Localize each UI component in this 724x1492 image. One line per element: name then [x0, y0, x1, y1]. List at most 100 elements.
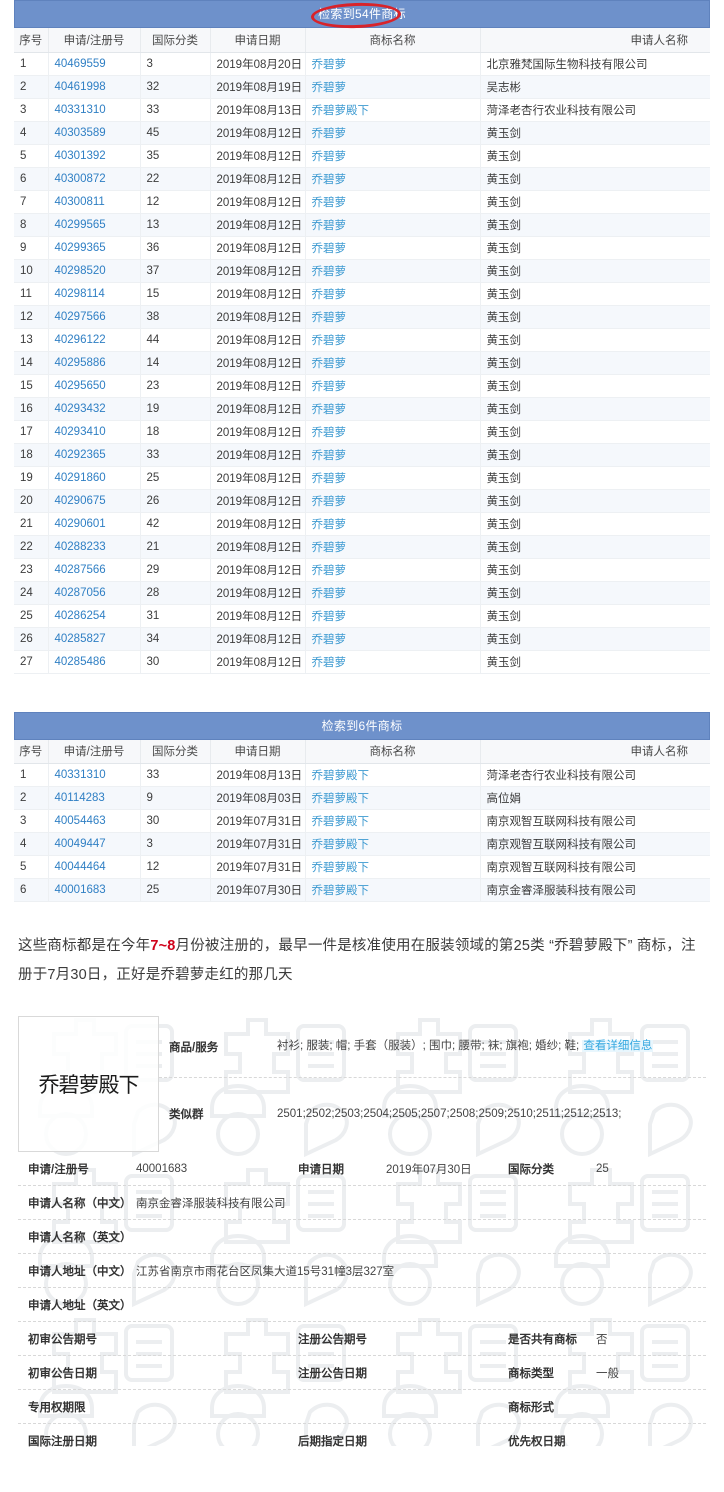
regno-link[interactable]: 40001683	[54, 884, 106, 896]
regno-link[interactable]: 40291860	[54, 471, 106, 484]
regno-link[interactable]: 40303589	[54, 126, 106, 139]
regno-link[interactable]: 40299365	[54, 241, 106, 254]
view-details-link[interactable]: 查看详细信息	[582, 1039, 654, 1052]
cell-appdate: 2019年08月13日	[210, 763, 306, 787]
regno-link[interactable]: 40469559	[54, 57, 106, 70]
regno-link[interactable]: 40331310	[54, 769, 106, 781]
cell-regno: 40291860	[48, 466, 141, 490]
table-row: 7 40300811 12 2019年08月12日 乔碧萝 黄玉剑	[14, 190, 710, 214]
trademark-detail-card: 乔碧萝殿下 商品/服务 衬衫; 服装; 帽; 手套（服装）; 围巾; 腰带; 袜…	[18, 1016, 706, 1466]
cell-applicant: 黄玉剑	[480, 627, 710, 651]
trademark-name-link[interactable]: 乔碧萝	[311, 311, 347, 324]
trademark-name-link[interactable]: 乔碧萝	[311, 196, 347, 209]
trademark-name-link[interactable]: 乔碧萝	[311, 219, 347, 232]
trademark-name-link[interactable]: 乔碧萝	[311, 449, 347, 462]
trademark-name-link[interactable]: 乔碧萝	[311, 426, 347, 439]
cell-applicant: 南京观智互联网科技有限公司	[480, 855, 710, 879]
trademark-name-link[interactable]: 乔碧萝殿下	[311, 862, 370, 874]
regno-link[interactable]: 40298520	[54, 264, 106, 277]
trademark-name-link[interactable]: 乔碧萝殿下	[311, 816, 370, 828]
trademark-name-link[interactable]: 乔碧萝	[311, 127, 347, 140]
narrative-part-1: 这些商标都是在今年	[18, 938, 151, 954]
trademark-name-link[interactable]: 乔碧萝	[311, 334, 347, 347]
trademark-name-link[interactable]: 乔碧萝殿下	[311, 793, 370, 805]
regno-link[interactable]: 40296122	[54, 333, 106, 346]
cell-index: 6	[14, 878, 49, 902]
trademark-name-link[interactable]: 乔碧萝	[311, 242, 347, 255]
cell-applicant: 黄玉剑	[480, 397, 710, 421]
table-row: 4 40049447 3 2019年07月31日 乔碧萝殿下 南京观智互联网科技有限公司	[14, 832, 710, 856]
trademark-name-link[interactable]: 乔碧萝	[311, 173, 347, 186]
regno-link[interactable]: 40299565	[54, 218, 106, 231]
regno-link[interactable]: 40287566	[54, 563, 106, 576]
table-row: 1 40331310 33 2019年08月13日 乔碧萝殿下 菏泽老杏行农业科技有限公司	[14, 763, 710, 787]
regno-link[interactable]: 40288233	[54, 540, 106, 553]
regno-link[interactable]: 40292365	[54, 448, 106, 461]
cell-appdate: 2019年08月20日	[210, 52, 306, 76]
regno-link[interactable]: 40295886	[54, 356, 106, 369]
trademark-name-link[interactable]: 乔碧萝	[311, 357, 347, 370]
cell-regno: 40292365	[48, 443, 141, 467]
regno-link[interactable]: 40297566	[54, 310, 106, 323]
regno-link[interactable]: 40300872	[54, 172, 106, 185]
trademark-name-link[interactable]: 乔碧萝	[311, 633, 347, 646]
cell-index: 8	[14, 213, 49, 237]
regno-link[interactable]: 40285827	[54, 632, 106, 645]
cell-appdate: 2019年07月31日	[210, 809, 306, 833]
regno-link[interactable]: 40285486	[54, 655, 106, 668]
col-header-regno: 申请/注册号	[48, 28, 141, 53]
trademark-name-link[interactable]: 乔碧萝	[311, 403, 347, 416]
cell-class: 30	[140, 650, 211, 674]
regno-link[interactable]: 40049447	[54, 838, 106, 850]
cell-applicant: 黄玉剑	[480, 581, 710, 605]
is-shared-value: 否	[596, 1333, 608, 1346]
regno-link[interactable]: 40301392	[54, 149, 106, 162]
cell-tmname: 乔碧萝	[305, 650, 481, 674]
table-row: 6 40300872 22 2019年08月12日 乔碧萝 黄玉剑	[14, 167, 710, 191]
trademark-name-link[interactable]: 乔碧萝	[311, 472, 347, 485]
regno-link[interactable]: 40287056	[54, 586, 106, 599]
trademark-name-link[interactable]: 乔碧萝	[311, 610, 347, 623]
regno-link[interactable]: 40331310	[54, 103, 106, 116]
regno-link[interactable]: 40298114	[54, 287, 105, 300]
trademark-name-link[interactable]: 乔碧萝	[311, 380, 347, 393]
regno-link[interactable]: 40114283	[54, 792, 105, 804]
regno-link[interactable]: 40295650	[54, 379, 106, 392]
regno-link[interactable]: 40290601	[54, 517, 106, 530]
regno-link[interactable]: 40293432	[54, 402, 106, 415]
trademark-name-link[interactable]: 乔碧萝	[311, 541, 347, 554]
trademark-name-link[interactable]: 乔碧萝	[311, 81, 347, 94]
cell-appdate: 2019年08月12日	[210, 604, 306, 628]
trademark-name-link[interactable]: 乔碧萝	[311, 656, 347, 669]
cell-regno: 40300872	[48, 167, 141, 191]
trademark-name-link[interactable]: 乔碧萝	[311, 495, 347, 508]
cell-tmname: 乔碧萝	[305, 627, 481, 651]
regno-link[interactable]: 40290675	[54, 494, 106, 507]
trademark-name-link[interactable]: 乔碧萝	[311, 150, 347, 163]
trademark-name-link[interactable]: 乔碧萝殿下	[311, 839, 370, 851]
regno-link[interactable]: 40286254	[54, 609, 106, 622]
table-row: 13 40296122 44 2019年08月12日 乔碧萝 黄玉剑	[14, 328, 710, 352]
trademark-name-link[interactable]: 乔碧萝	[311, 288, 347, 301]
cell-applicant: 黄玉剑	[480, 144, 710, 168]
regno-link[interactable]: 40044464	[54, 861, 106, 873]
trademark-name-link[interactable]: 乔碧萝	[311, 58, 347, 71]
regno-link[interactable]: 40300811	[54, 195, 105, 208]
applicant-cn-label: 申请人名称（中文）	[28, 1197, 132, 1210]
regno-link[interactable]: 40054463	[54, 815, 106, 827]
trademark-name-link[interactable]: 乔碧萝	[311, 587, 347, 600]
trademark-name-link[interactable]: 乔碧萝殿下	[311, 885, 370, 897]
trademark-name-link[interactable]: 乔碧萝殿下	[311, 770, 370, 782]
cell-class: 45	[140, 121, 211, 145]
appdate-value: 2019年07月30日	[386, 1163, 472, 1176]
cell-applicant: 黄玉剑	[480, 374, 710, 398]
regno-link[interactable]: 40461998	[54, 80, 106, 93]
trademark-name-link[interactable]: 乔碧萝	[311, 265, 347, 278]
table-row: 1 40469559 3 2019年08月20日 乔碧萝 北京雅梵国际生物科技有限公司	[14, 52, 710, 76]
trademark-name-link[interactable]: 乔碧萝	[311, 518, 347, 531]
trademark-name-link[interactable]: 乔碧萝	[311, 564, 347, 577]
cell-index: 4	[14, 832, 49, 856]
regno-link[interactable]: 40293410	[54, 425, 106, 438]
trademark-name-link[interactable]: 乔碧萝殿下	[311, 104, 370, 117]
